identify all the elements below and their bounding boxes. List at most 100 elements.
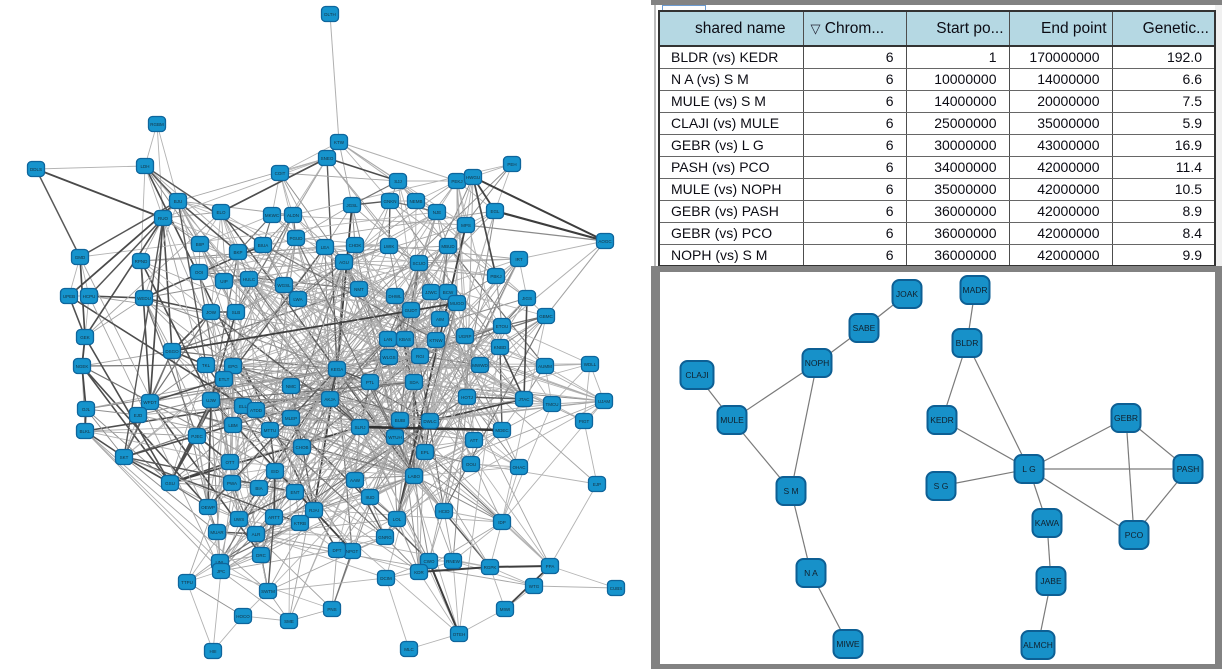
svg-text:RGPK: RGPK — [484, 565, 497, 570]
svg-text:MADR: MADR — [962, 285, 987, 295]
svg-text:BIIP: BIIP — [196, 242, 205, 247]
svg-text:PEH: PEH — [507, 162, 516, 167]
svg-text:ENT: ENT — [291, 490, 300, 495]
svg-text:EJP: EJP — [593, 482, 601, 487]
svg-text:KAWA: KAWA — [1035, 518, 1060, 528]
svg-text:GEBR: GEBR — [1114, 413, 1138, 423]
svg-text:TTPU: TTPU — [181, 580, 193, 585]
svg-text:OOU: OOU — [466, 462, 476, 467]
svg-text:UIP: UIP — [220, 279, 228, 284]
svg-text:SLRJ: SLRJ — [354, 425, 365, 430]
svg-text:AKJA: AKJA — [324, 397, 335, 402]
svg-text:DCIM: DCIM — [380, 576, 392, 581]
svg-text:PEKJ: PEKJ — [451, 179, 462, 184]
svg-text:UGRP: UGRP — [458, 334, 471, 339]
svg-text:UJW: UJW — [206, 398, 216, 403]
svg-text:COIT: COIT — [275, 171, 286, 176]
svg-text:BKP: BKP — [233, 250, 242, 255]
svg-text:RGBM: RGBM — [150, 122, 164, 127]
svg-text:GNRG: GNRG — [378, 535, 392, 540]
svg-text:GSU: GSU — [165, 481, 175, 486]
svg-text:KTW: KTW — [334, 140, 345, 145]
svg-text:BJU: BJU — [174, 199, 183, 204]
svg-text:RGI: RGI — [416, 354, 424, 359]
svg-text:SNEO: SNEO — [321, 156, 334, 161]
svg-text:DHWL: DHWL — [388, 294, 402, 299]
svg-text:MIWI: MIWI — [500, 607, 511, 612]
svg-text:KTNW: KTNW — [429, 338, 443, 343]
svg-text:HWGU: HWGU — [466, 175, 480, 180]
svg-text:TKL: TKL — [202, 363, 211, 368]
svg-text:BLKL: BLKL — [79, 429, 91, 434]
svg-text:OOI: OOI — [195, 270, 203, 275]
svg-text:JIGS: JIGS — [522, 296, 532, 301]
svg-text:PWA: PWA — [227, 481, 237, 486]
svg-text:MBUD: MBUD — [441, 244, 455, 249]
svg-text:NPGT: NPGT — [346, 549, 359, 554]
svg-text:LWIK: LWIK — [384, 244, 395, 249]
svg-text:BLDR: BLDR — [956, 338, 979, 348]
svg-text:CLAJI: CLAJI — [685, 370, 708, 380]
svg-text:AAW: AAW — [350, 478, 361, 483]
svg-text:KBAS: KBAS — [399, 337, 411, 342]
svg-text:OTEH: OTEH — [453, 632, 466, 637]
svg-text:MUAR: MUAR — [210, 530, 224, 535]
svg-text:ALDN: ALDN — [287, 213, 299, 218]
svg-text:SCUO: SCUO — [412, 261, 426, 266]
svg-text:MLC: MLC — [404, 647, 414, 652]
svg-text:HCPU: HCPU — [83, 294, 96, 299]
svg-text:JTAC: JTAC — [519, 397, 531, 402]
svg-text:MTTU: MTTU — [264, 428, 277, 433]
svg-text:IIUD: IIUD — [366, 495, 376, 500]
svg-text:RPND: RPND — [135, 259, 149, 264]
svg-text:LEA: LEA — [321, 245, 330, 250]
svg-text:BIUA: BIUA — [258, 243, 269, 248]
svg-text:SKT: SKT — [120, 455, 129, 460]
svg-text:IDP: IDP — [498, 520, 506, 525]
svg-text:SABE: SABE — [853, 323, 876, 333]
svg-text:BIA: BIA — [255, 486, 262, 491]
svg-text:JJWC: JJWC — [425, 290, 438, 295]
svg-text:ETLT: ETLT — [219, 377, 230, 382]
svg-text:TMCU: TMCU — [546, 402, 559, 407]
svg-text:SDA: SDA — [409, 380, 418, 385]
svg-text:DSGO: DSGO — [165, 349, 179, 354]
svg-text:WTG: WTG — [529, 584, 540, 589]
svg-text:OJL: OJL — [82, 407, 91, 412]
svg-text:RNEW: RNEW — [446, 559, 461, 564]
svg-text:JPC: JPC — [217, 569, 226, 574]
svg-text:AUMM: AUMM — [538, 364, 552, 369]
svg-text:DWLC: DWLC — [423, 419, 437, 424]
svg-text:WEDU: WEDU — [137, 296, 151, 301]
svg-text:S G: S G — [934, 481, 949, 491]
svg-text:EGL: EGL — [490, 209, 500, 214]
svg-text:MDEC: MDEC — [495, 428, 509, 433]
svg-text:WDLL: WDLL — [584, 362, 597, 367]
svg-text:JOAK: JOAK — [896, 289, 919, 299]
svg-text:CHOB: CHOB — [295, 445, 308, 450]
svg-text:L G: L G — [1022, 464, 1035, 474]
svg-text:ARTT: ARTT — [268, 515, 280, 520]
svg-text:ATDD: ATDD — [250, 408, 263, 413]
svg-text:ETOU: ETOU — [496, 324, 508, 329]
svg-text:SJJ: SJJ — [394, 179, 402, 184]
svg-text:GBMC: GBMC — [539, 314, 553, 319]
svg-text:ELL: ELL — [239, 404, 248, 409]
svg-text:EPL: EPL — [421, 450, 430, 455]
svg-text:JABE: JABE — [1040, 576, 1062, 586]
svg-text:GEK: GEK — [80, 335, 90, 340]
svg-text:PPA: PPA — [546, 564, 555, 569]
svg-text:EPG: EPG — [228, 364, 238, 369]
svg-text:EID: EID — [271, 469, 279, 474]
svg-text:KEDR: KEDR — [930, 415, 954, 425]
svg-text:GUDT: GUDT — [405, 308, 418, 313]
svg-text:HOCO: HOCO — [236, 614, 250, 619]
svg-text:ALR: ALR — [252, 532, 262, 537]
svg-text:PJEC: PJEC — [191, 434, 203, 439]
svg-text:JOW: JOW — [206, 310, 217, 315]
svg-text:LAN: LAN — [384, 337, 393, 342]
svg-text:AIM: AIM — [436, 317, 444, 322]
svg-text:CHDK: CHDK — [349, 243, 362, 248]
svg-text:WGSL: WGSL — [277, 283, 291, 288]
svg-text:DPT: DPT — [333, 548, 342, 553]
